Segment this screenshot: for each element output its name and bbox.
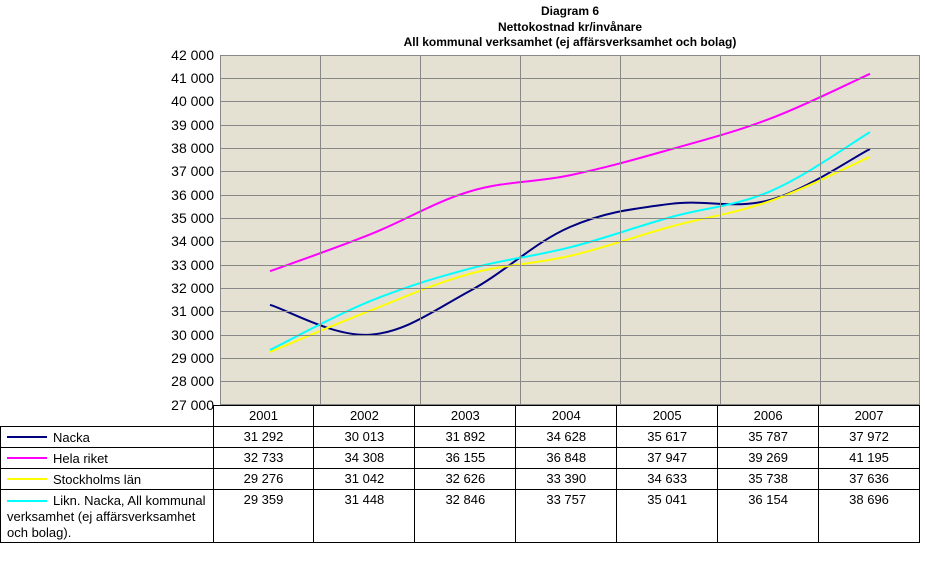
y-tick-label: 40 000 (171, 93, 214, 109)
table-legend-cell: Likn. Nacka, All kommunal verksamhet (ej… (1, 489, 214, 542)
h-gridline (220, 101, 920, 102)
table-year-header: 2001 (213, 405, 314, 426)
legend-label: Nacka (53, 430, 90, 445)
table-cell: 32 626 (415, 468, 516, 489)
table-cell: 29 359 (213, 489, 314, 542)
title-line-2: Nettokostnad kr/invånare (220, 20, 920, 36)
table-legend-cell: Stockholms län (1, 468, 214, 489)
v-gridline (620, 55, 621, 405)
chart-title: Diagram 6 Nettokostnad kr/invånare All k… (220, 0, 920, 55)
table-cell: 29 276 (213, 468, 314, 489)
table-cell: 33 757 (516, 489, 617, 542)
y-tick-label: 32 000 (171, 280, 214, 296)
table-cell: 38 696 (819, 489, 920, 542)
plot-area: 27 00028 00029 00030 00031 00032 00033 0… (220, 55, 920, 405)
table-cell: 41 195 (819, 447, 920, 468)
y-tick-label: 29 000 (171, 350, 214, 366)
y-tick-label: 27 000 (171, 397, 214, 413)
table-cell: 36 154 (718, 489, 819, 542)
v-gridline (820, 55, 821, 405)
table-cell: 34 633 (617, 468, 718, 489)
legend-label: Hela riket (53, 451, 108, 466)
table-cell: 35 787 (718, 426, 819, 447)
y-tick-label: 31 000 (171, 303, 214, 319)
legend-swatch (7, 457, 47, 459)
y-tick-label: 36 000 (171, 187, 214, 203)
table-cell: 37 972 (819, 426, 920, 447)
h-gridline (220, 241, 920, 242)
v-gridline (420, 55, 421, 405)
table-cell: 34 628 (516, 426, 617, 447)
h-gridline (220, 265, 920, 266)
table-cell: 39 269 (718, 447, 819, 468)
table-cell: 31 042 (314, 468, 415, 489)
table-year-header: 2006 (718, 405, 819, 426)
table-legend-cell: Nacka (1, 426, 214, 447)
y-tick-label: 38 000 (171, 140, 214, 156)
table-cell: 34 308 (314, 447, 415, 468)
table-year-header: 2002 (314, 405, 415, 426)
h-gridline (220, 148, 920, 149)
table-cell: 30 013 (314, 426, 415, 447)
h-gridline (220, 125, 920, 126)
y-tick-label: 41 000 (171, 70, 214, 86)
v-gridline (320, 55, 321, 405)
table-cell: 31 892 (415, 426, 516, 447)
table-cell: 36 848 (516, 447, 617, 468)
table-cell: 36 155 (415, 447, 516, 468)
table-cell: 35 738 (718, 468, 819, 489)
v-gridline (520, 55, 521, 405)
y-tick-label: 35 000 (171, 210, 214, 226)
title-line-1: Diagram 6 (220, 4, 920, 20)
chart-area: 27 00028 00029 00030 00031 00032 00033 0… (220, 55, 920, 405)
table-cell: 37 947 (617, 447, 718, 468)
table-cell: 35 041 (617, 489, 718, 542)
table-cell: 32 733 (213, 447, 314, 468)
table-cell: 32 846 (415, 489, 516, 542)
y-tick-label: 42 000 (171, 47, 214, 63)
v-gridline (720, 55, 721, 405)
legend-label: Stockholms län (53, 472, 141, 487)
h-gridline (220, 288, 920, 289)
h-gridline (220, 381, 920, 382)
table-year-header: 2004 (516, 405, 617, 426)
data-table: 2001200220032004200520062007Nacka31 2923… (0, 405, 920, 543)
y-tick-label: 34 000 (171, 233, 214, 249)
y-tick-label: 28 000 (171, 373, 214, 389)
y-axis: 27 00028 00029 00030 00031 00032 00033 0… (154, 55, 214, 405)
h-gridline (220, 358, 920, 359)
table-year-header: 2007 (819, 405, 920, 426)
table-cell: 31 448 (314, 489, 415, 542)
chart-container: Diagram 6 Nettokostnad kr/invånare All k… (0, 0, 925, 543)
line-series-svg (220, 55, 920, 405)
h-gridline (220, 78, 920, 79)
h-gridline (220, 218, 920, 219)
h-gridline (220, 195, 920, 196)
table-cell: 31 292 (213, 426, 314, 447)
legend-swatch (7, 500, 47, 502)
legend-swatch (7, 436, 47, 438)
legend-swatch (7, 478, 47, 480)
table-cell: 37 636 (819, 468, 920, 489)
y-tick-label: 33 000 (171, 257, 214, 273)
h-gridline (220, 311, 920, 312)
y-tick-label: 30 000 (171, 327, 214, 343)
h-gridline (220, 171, 920, 172)
table-cell: 35 617 (617, 426, 718, 447)
title-line-3: All kommunal verksamhet (ej affärsverksa… (220, 35, 920, 51)
table-cell: 33 390 (516, 468, 617, 489)
y-tick-label: 37 000 (171, 163, 214, 179)
table-legend-cell: Hela riket (1, 447, 214, 468)
table-year-header: 2005 (617, 405, 718, 426)
table-year-header: 2003 (415, 405, 516, 426)
y-tick-label: 39 000 (171, 117, 214, 133)
h-gridline (220, 335, 920, 336)
